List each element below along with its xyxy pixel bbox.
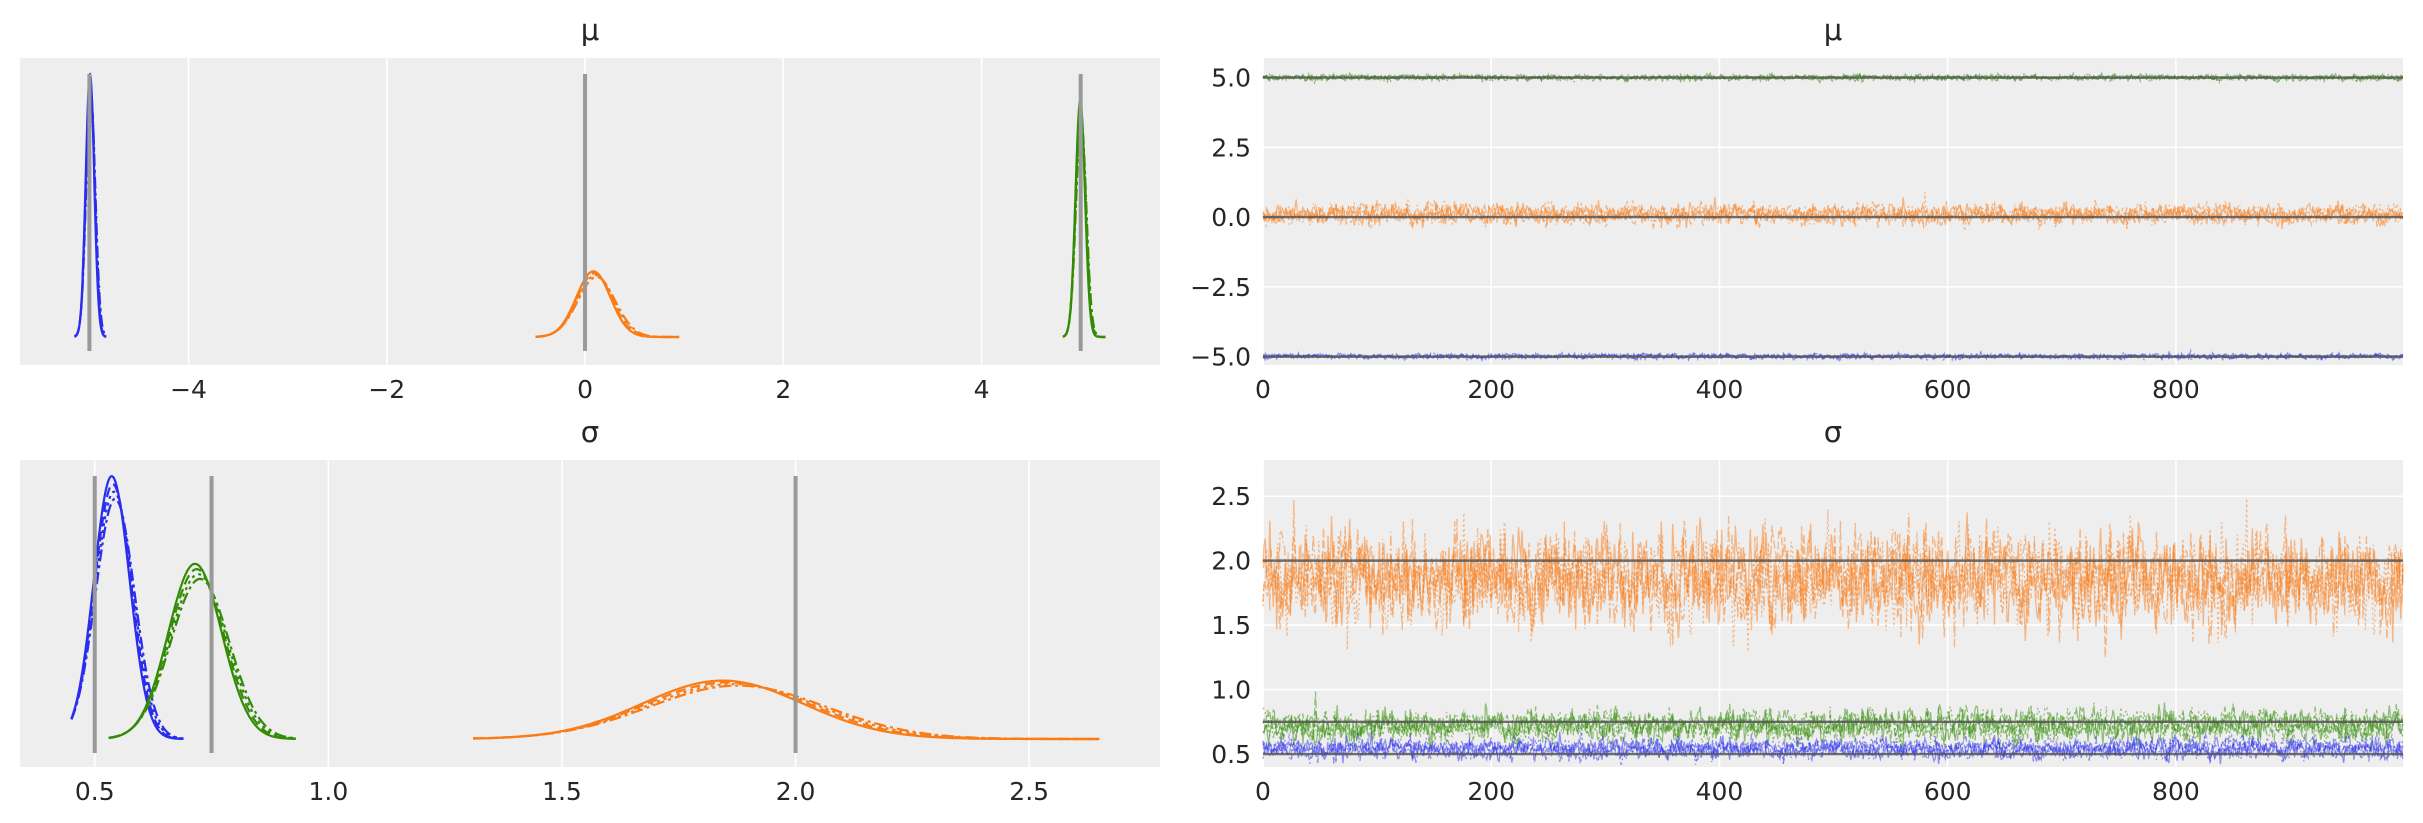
x-tick-label: −4	[170, 375, 207, 404]
x-tick-label: 2.5	[1009, 777, 1049, 806]
x-tick-label: 400	[1696, 375, 1744, 404]
x-tick-label: 0	[1255, 777, 1271, 806]
panel-title: σ	[1824, 415, 1842, 449]
x-tick-label: 0	[577, 375, 593, 404]
x-tick-label: 2.0	[776, 777, 816, 806]
y-tick-label: 2.0	[1211, 547, 1251, 576]
density-curve	[70, 483, 184, 740]
y-tick-label: 2.5	[1211, 133, 1251, 162]
panel-background	[20, 460, 1160, 767]
y-tick-label: 1.0	[1211, 676, 1251, 705]
panel-background	[20, 58, 1160, 365]
trace-line	[1262, 349, 2404, 363]
y-tick-label: −2.5	[1190, 273, 1251, 302]
trace-line	[1262, 702, 2404, 751]
x-tick-label: −2	[368, 375, 405, 404]
y-tick-label: 1.5	[1211, 611, 1251, 640]
x-tick-label: 400	[1696, 777, 1744, 806]
y-tick-label: 2.5	[1211, 482, 1251, 511]
x-tick-label: 1.5	[542, 777, 582, 806]
density-curve	[108, 567, 296, 740]
x-tick-label: 200	[1467, 777, 1515, 806]
x-tick-label: 0.5	[75, 777, 115, 806]
panel-trace-1: μ 0 200 400 600 800 −5.0 −2.5 0.0 2.5 5.0	[1190, 13, 2404, 404]
x-tick-label: 0	[1255, 375, 1271, 404]
panel-title: μ	[1824, 13, 1842, 47]
density-curve	[108, 577, 296, 740]
trace-line	[1262, 706, 2404, 753]
panel-density-2: σ 0.5 1.0 1.5 2.0 2.5	[20, 415, 1160, 806]
density-curve	[108, 573, 296, 740]
x-tick-label: 600	[1924, 777, 1972, 806]
y-tick-label: 0.0	[1211, 203, 1251, 232]
panel-background	[1263, 460, 2403, 767]
panel-title: μ	[581, 13, 599, 47]
density-curve	[535, 275, 680, 339]
trace-line	[1262, 734, 2404, 764]
panel-trace-3: σ 0 200 400 600 800 0.5 1.0 1.5 2.0 2.5	[1211, 415, 2404, 806]
density-curve	[473, 684, 1100, 741]
x-tick-label: 4	[974, 375, 990, 404]
x-tick-label: 800	[2152, 777, 2200, 806]
trace-line	[1262, 198, 2404, 230]
x-tick-label: 200	[1467, 375, 1515, 404]
y-tick-label: 0.5	[1211, 740, 1251, 769]
x-tick-label: 1.0	[308, 777, 348, 806]
x-tick-label: 2	[775, 375, 791, 404]
y-tick-label: 5.0	[1211, 64, 1251, 93]
panel-density-0: μ −4 −2 0 2 4	[20, 13, 1160, 404]
x-tick-label: 800	[2152, 375, 2200, 404]
panel-title: σ	[581, 415, 599, 449]
y-tick-label: −5.0	[1190, 343, 1251, 372]
density-curve	[70, 497, 184, 740]
x-tick-label: 600	[1924, 375, 1972, 404]
